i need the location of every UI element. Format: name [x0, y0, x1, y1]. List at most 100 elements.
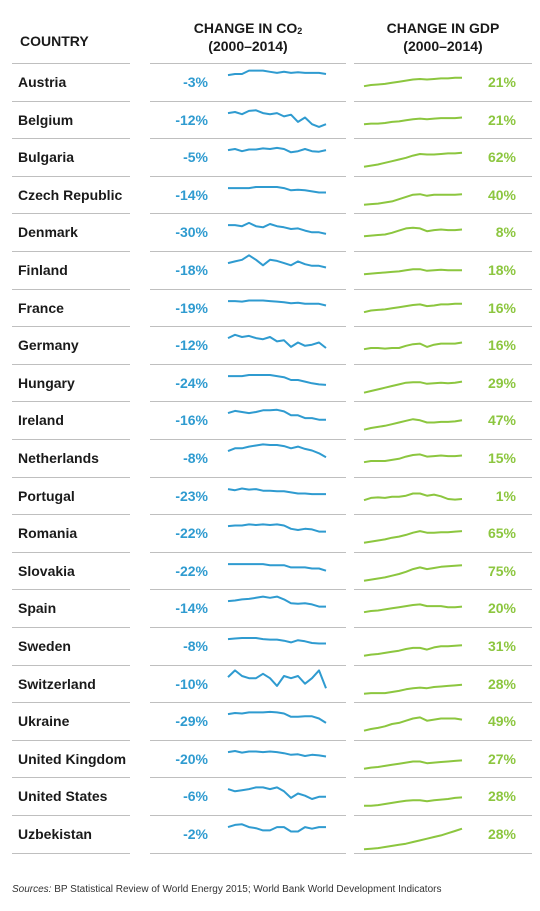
row-divider [150, 514, 346, 515]
co2-sparkline-line [227, 69, 327, 77]
co2-sparkline-line [227, 823, 326, 833]
country-label: Portugal [18, 487, 75, 504]
gdp-sparkline [363, 492, 463, 501]
co2-sparkline [227, 333, 327, 349]
co2-sparkline-line [227, 786, 326, 801]
gdp-change-value: 75% [487, 562, 516, 579]
gdp-change-value: 31% [487, 638, 516, 654]
row-divider [12, 364, 130, 365]
row-divider [354, 627, 532, 628]
row-divider [150, 289, 346, 290]
table-row: Denmark -30% 8% [0, 214, 540, 250]
gdp-change-value: 28% [487, 675, 516, 692]
gdp-sparkline-line [363, 76, 462, 88]
row-divider [354, 514, 532, 515]
row-divider [354, 439, 532, 440]
country-label: Ukraine [18, 713, 70, 730]
co2-sparkline [227, 409, 326, 422]
gdp-sparkline [363, 268, 462, 276]
co2-change-value: -2% [183, 826, 208, 842]
co2-change-value: -30% [175, 224, 208, 241]
gdp-sparkline-line [363, 192, 463, 206]
co2-sparkline [227, 823, 326, 833]
gdp-sparkline-line [363, 644, 463, 657]
row-divider [354, 326, 532, 327]
row-divider [12, 439, 130, 440]
gdp-sparkline [363, 116, 463, 125]
gdp-sparkline [363, 563, 463, 582]
table-row: Bulgaria -5% 62% [0, 139, 540, 175]
gdp-sparkline-line [363, 453, 463, 464]
row-divider [12, 740, 130, 741]
co2-change-value: -29% [175, 713, 208, 730]
gdp-change-value: 15% [487, 450, 516, 466]
co2-change-value: -8% [183, 638, 208, 654]
co2-sparkline-line [227, 409, 326, 422]
country-label: Denmark [18, 224, 78, 241]
table-row: Belgium -12% 21% [0, 102, 540, 138]
table-row: United States -6% 28% [0, 778, 540, 814]
gdp-sparkline-line [363, 759, 463, 770]
gdp-change-value: 65% [487, 525, 516, 542]
row-divider [354, 401, 532, 402]
gdp-sparkline [363, 603, 463, 614]
row-divider [12, 401, 130, 402]
co2-change-value: -18% [175, 262, 208, 278]
row-divider [354, 477, 532, 478]
gdp-change-value: 62% [487, 149, 516, 166]
row-divider [12, 138, 130, 139]
gdp-change-value: 47% [487, 412, 516, 429]
header-co2-line2: (2000–2014) [208, 38, 288, 54]
gdp-sparkline-line [363, 683, 463, 695]
row-divider [150, 815, 346, 816]
gdp-sparkline [363, 827, 463, 851]
co2-change-value: -14% [175, 186, 208, 203]
row-divider [150, 552, 346, 553]
gdp-sparkline [363, 453, 463, 464]
gdp-sparkline-line [363, 302, 462, 313]
country-label: Uzbekistan [18, 826, 92, 842]
co2-sparkline-line [228, 185, 326, 194]
row-divider [150, 853, 346, 854]
row-divider [354, 213, 532, 214]
gdp-sparkline-line [363, 603, 463, 614]
row-divider [354, 815, 532, 816]
header-gdp-line1: CHANGE IN GDP [386, 20, 500, 36]
co2-change-value: -14% [175, 600, 208, 617]
row-divider [354, 364, 532, 365]
gdp-sparkline-line [363, 116, 463, 125]
gdp-sparkline [363, 341, 463, 351]
row-divider [354, 777, 532, 778]
row-divider [12, 665, 130, 666]
country-label: United States [18, 788, 108, 805]
co2-sparkline-line [227, 254, 327, 269]
country-label: Switzerland [18, 675, 96, 692]
co2-sparkline-line [227, 147, 327, 154]
row-divider [354, 589, 532, 590]
country-label: Austria [18, 74, 67, 90]
co2-sparkline-line [227, 333, 327, 349]
table-row: Germany -12% 16% [0, 327, 540, 363]
table-row: Switzerland -10% 28% [0, 666, 540, 702]
gdp-sparkline [363, 530, 463, 544]
co2-change-value: -16% [175, 412, 208, 429]
gdp-change-value: 21% [487, 74, 516, 90]
gdp-sparkline [363, 151, 463, 168]
row-divider [12, 702, 130, 703]
row-divider [150, 589, 346, 590]
co2-sparkline [227, 595, 326, 608]
row-divider [354, 176, 532, 177]
row-divider [12, 815, 130, 816]
co2-change-value: -8% [183, 450, 208, 466]
co2-sparkline [227, 443, 327, 459]
co2-sparkline-line [227, 443, 327, 459]
co2-sparkline-line [227, 637, 326, 645]
gdp-change-value: 40% [487, 186, 516, 203]
co2-change-value: -24% [175, 374, 208, 391]
row-divider [12, 589, 130, 590]
table-row: Hungary -24% 29% [0, 365, 540, 401]
table-row: Ireland -16% 47% [0, 402, 540, 438]
gdp-change-value: 21% [487, 111, 516, 128]
table-row: Slovakia -22% 75% [0, 553, 540, 589]
co2-sparkline [227, 711, 327, 724]
